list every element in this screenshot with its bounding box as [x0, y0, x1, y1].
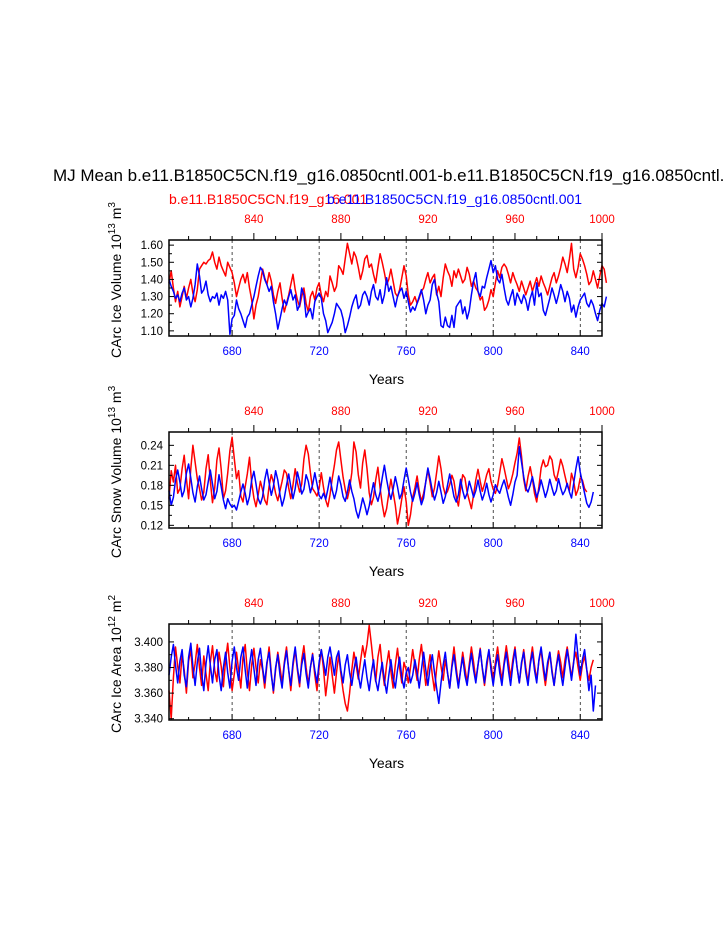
x-tick-label-bottom: 680 — [223, 730, 242, 742]
y-tick-label: 1.40 — [141, 274, 163, 286]
x-tick-label-top: 1000 — [589, 214, 615, 226]
y-axis-label: CArc Snow Volume 1013 m3 — [107, 385, 124, 558]
x-tick-label-bottom: 680 — [223, 346, 242, 358]
x-tick-label-top: 880 — [331, 214, 350, 226]
x-tick-label-bottom: 840 — [571, 730, 590, 742]
y-tick-label: 1.20 — [141, 309, 163, 321]
x-tick-label-top: 1000 — [589, 406, 615, 418]
chart-panel-2: 0.12 0.15 0.18 0.21 0.24 680 720 760 800 840 840 88… — [107, 385, 615, 579]
x-tick-label-bottom: 800 — [484, 346, 503, 358]
plot-frame — [168, 623, 603, 721]
x-tick-label-bottom: 760 — [397, 346, 416, 358]
x-tick-label-top: 960 — [505, 406, 524, 418]
figure-title: MJ Mean b.e11.B1850C5CN.f19_g16.0850cntl… — [53, 166, 723, 185]
legend-blue-run: b.e11.B1850C5CN.f19_g16.0850cntl.001 — [327, 191, 582, 207]
y-tick-label: 1.10 — [141, 326, 163, 338]
x-tick-label-top: 920 — [418, 406, 437, 418]
y-tick-label: 0.18 — [141, 480, 163, 492]
x-tick-label-top: 840 — [244, 214, 263, 226]
y-axis-label-part: 13 — [107, 223, 118, 235]
x-tick-label-top: 920 — [418, 214, 437, 226]
series-line-blue — [168, 259, 608, 336]
x-tick-label-top: 960 — [505, 598, 524, 610]
x-tick-label-top: 840 — [244, 598, 263, 610]
y-axis-label-part: CArc Ice Volume — [108, 250, 124, 358]
y-tick-label: 1.60 — [141, 240, 163, 252]
series-line-red — [168, 436, 588, 527]
y-axis-label-part: 10 — [108, 418, 124, 434]
x-axis-label: Years — [369, 371, 404, 387]
x-tick-label-bottom: 680 — [223, 538, 242, 550]
y-axis-label-part: m — [108, 208, 124, 224]
y-axis-label-part: 3 — [107, 202, 118, 208]
y-tick-label: 1.50 — [141, 257, 163, 269]
y-axis-label-part: m — [108, 391, 124, 407]
x-tick-label-bottom: 760 — [397, 730, 416, 742]
x-tick-label-top: 1000 — [589, 598, 615, 610]
x-tick-label-bottom: 800 — [484, 730, 503, 742]
y-tick-label: 0.15 — [141, 500, 163, 512]
y-axis-label-part: 13 — [107, 407, 118, 419]
y-axis-label-part: 10 — [108, 234, 124, 250]
y-axis-label-part: 10 — [108, 627, 124, 643]
x-tick-label-bottom: 800 — [484, 538, 503, 550]
x-tick-label-top: 840 — [244, 406, 263, 418]
x-tick-label-bottom: 720 — [310, 730, 329, 742]
y-axis-label-part: 12 — [107, 616, 118, 628]
plot-frame — [168, 431, 603, 529]
x-tick-label-top: 960 — [505, 214, 524, 226]
x-axis-label: Years — [369, 563, 404, 579]
y-tick-label: 0.21 — [141, 460, 163, 472]
y-axis-label: CArc Ice Volume 1013 m3 — [107, 202, 124, 358]
legend-red-run: b.e11.B1850C5CN.f19_g16.001 — [169, 191, 367, 207]
y-tick-label: 0.24 — [141, 440, 164, 452]
y-axis-label: CArc Ice Area 1012 m2 — [107, 595, 124, 734]
y-tick-label: 3.340 — [134, 714, 163, 726]
y-axis-label-part: CArc Ice Area — [108, 643, 124, 733]
y-tick-label: 3.380 — [134, 663, 163, 675]
y-tick-label: 1.30 — [141, 292, 163, 304]
y-axis-label-part: 3 — [107, 385, 118, 391]
chart-panel-1: 1.10 1.20 1.30 1.40 1.50 1.60 680 720 760 800 840 8… — [107, 202, 615, 387]
y-tick-label: 3.360 — [134, 688, 163, 700]
y-axis-label-part: 2 — [107, 595, 118, 601]
x-axis-label: Years — [369, 755, 404, 771]
x-tick-label-bottom: 720 — [310, 538, 329, 550]
x-tick-label-bottom: 840 — [571, 346, 590, 358]
y-axis-label-part: m — [108, 601, 124, 617]
y-tick-label: 3.400 — [134, 637, 163, 649]
x-tick-label-bottom: 720 — [310, 346, 329, 358]
y-axis-label-part: CArc Snow Volume — [108, 434, 124, 559]
y-tick-label: 0.12 — [141, 520, 163, 532]
x-tick-label-top: 880 — [331, 598, 350, 610]
x-tick-label-bottom: 760 — [397, 538, 416, 550]
x-tick-label-top: 880 — [331, 406, 350, 418]
x-tick-label-bottom: 840 — [571, 538, 590, 550]
series-line-blue — [168, 445, 595, 519]
series-line-blue — [168, 633, 597, 712]
x-tick-label-top: 920 — [418, 598, 437, 610]
chart-panel-3: 3.340 3.360 3.380 3.400 680 720 760 800 840 840 88… — [107, 595, 615, 771]
